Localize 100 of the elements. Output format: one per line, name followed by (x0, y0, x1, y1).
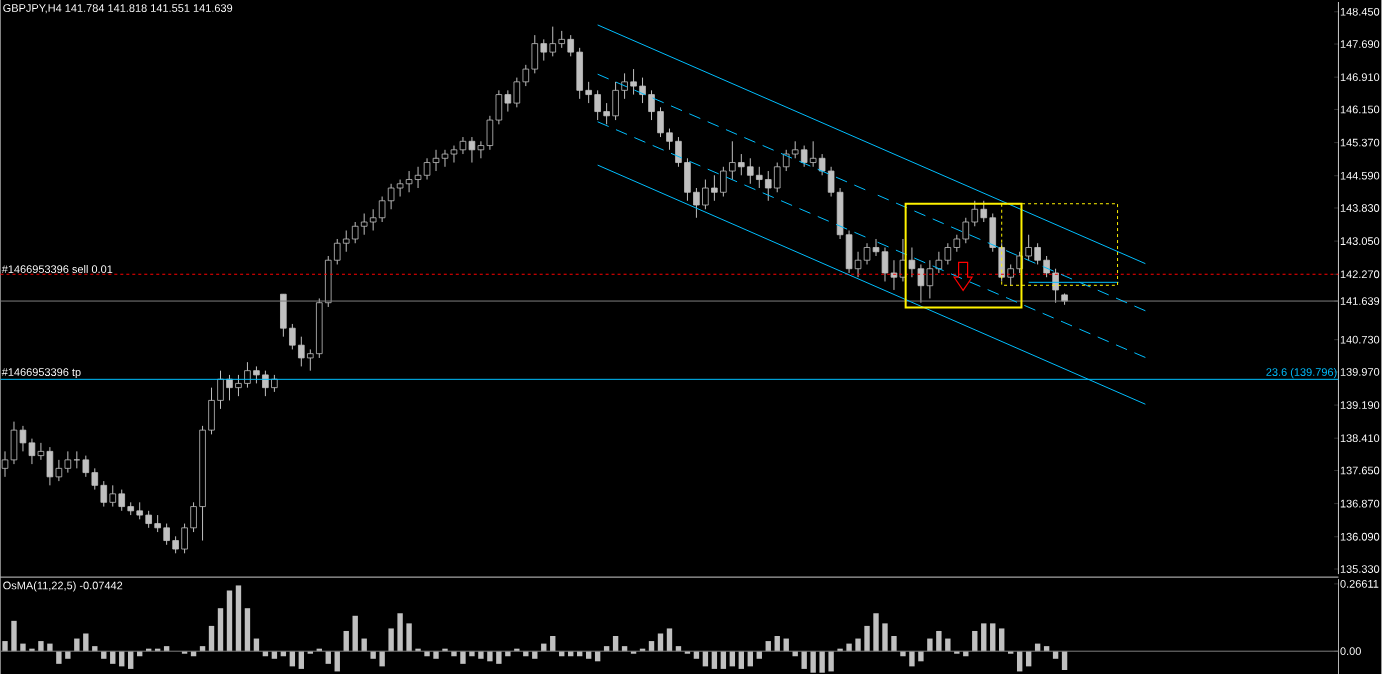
candlestick (980, 200, 988, 223)
candlestick (809, 140, 817, 168)
bar (163, 645, 170, 652)
y-tick-label: 139.970 (1340, 367, 1380, 376)
bar (828, 651, 834, 672)
candlestick (118, 488, 126, 512)
bar (846, 643, 852, 652)
annotation: 23.6 (139.796) (1266, 367, 1337, 378)
candlestick (926, 259, 934, 299)
candlestick (477, 140, 485, 159)
bar (20, 643, 26, 652)
candlestick (190, 501, 197, 533)
bar (612, 635, 619, 652)
candlestick (738, 153, 745, 176)
bar (855, 638, 861, 652)
bar (388, 628, 394, 652)
candlestick (360, 212, 368, 236)
candlestick (818, 153, 826, 176)
candlestick (585, 81, 592, 104)
candlestick (675, 136, 682, 168)
candlestick (351, 221, 359, 244)
candlestick (1025, 234, 1032, 261)
candlestick (639, 76, 646, 104)
candlestick (962, 217, 970, 244)
candlestick (1043, 255, 1050, 278)
candlestick (37, 442, 45, 461)
candlestick (1034, 242, 1041, 265)
bar (2, 640, 8, 652)
bar (810, 651, 816, 673)
y-tick-label: 146.910 (1340, 73, 1380, 81)
y-tick-label: 0.00 (1340, 647, 1361, 655)
candlestick (693, 187, 700, 219)
candlestick (657, 106, 664, 138)
bar (666, 628, 673, 652)
y-tick-label: 144.590 (1340, 171, 1380, 180)
candlestick (917, 263, 925, 304)
candlestick (387, 183, 395, 210)
chart-title: GBPJPY,H4 141.784 141.818 141.551 141.639 (3, 4, 233, 14)
candlestick (504, 89, 512, 112)
bar (38, 640, 44, 652)
candlestick (648, 89, 655, 121)
bar (675, 645, 682, 652)
bar (909, 651, 915, 667)
candlestick (298, 336, 305, 367)
candlestick (1007, 263, 1014, 287)
bar (864, 625, 870, 652)
bar (379, 651, 385, 667)
bar (74, 638, 80, 652)
candlestick (549, 25, 557, 57)
bar (774, 635, 780, 652)
bar (496, 651, 502, 664)
candlestick (100, 480, 108, 507)
y-tick-label: 148.450 (1340, 7, 1380, 16)
bar (226, 590, 233, 652)
ref-line-label: #1466953396 tp (1, 368, 81, 378)
candlestick (235, 374, 242, 397)
candlestick (109, 484, 117, 507)
y-tick-label: 147.690 (1340, 39, 1380, 48)
candlestick (782, 149, 790, 172)
candlestick (756, 166, 763, 189)
candlestick (630, 68, 637, 95)
candlestick (711, 174, 718, 202)
bar (990, 623, 996, 652)
candlestick (28, 437, 36, 465)
bar (819, 651, 825, 673)
candlestick (181, 522, 188, 554)
bar (361, 638, 367, 652)
candlestick (773, 161, 781, 193)
candlestick (908, 246, 916, 278)
bar (235, 585, 242, 652)
bar (199, 645, 206, 652)
y-tick-label: 0.26611 (1340, 579, 1379, 588)
candlestick (800, 144, 808, 168)
chart-title: OsMA(11,22,5) -0.07442 (3, 581, 123, 592)
candlestick (729, 140, 736, 180)
y-tick-label: 140.730 (1340, 335, 1380, 344)
y-tick-label: 141.639 (1340, 297, 1380, 305)
candlestick (827, 166, 835, 197)
candlestick (262, 369, 269, 397)
bar (406, 623, 412, 652)
bar (882, 623, 888, 652)
bar (352, 615, 358, 652)
candlestick (163, 522, 170, 546)
bar (927, 638, 933, 652)
bar (801, 651, 807, 669)
candlestick (720, 166, 727, 197)
candlestick (217, 369, 224, 410)
candlestick (369, 208, 377, 231)
y-tick-label: 136.090 (1340, 532, 1380, 541)
y-tick-label: 142.270 (1340, 270, 1380, 278)
candlestick (333, 238, 341, 265)
y-tick-label: 137.650 (1340, 466, 1380, 475)
candlestick (522, 64, 530, 87)
y-tick-label: 136.870 (1340, 499, 1380, 508)
bar (343, 630, 349, 652)
candlestick (971, 200, 979, 227)
bar (873, 613, 879, 652)
bar (936, 630, 942, 652)
candlestick (64, 450, 72, 473)
candlestick (405, 170, 413, 193)
